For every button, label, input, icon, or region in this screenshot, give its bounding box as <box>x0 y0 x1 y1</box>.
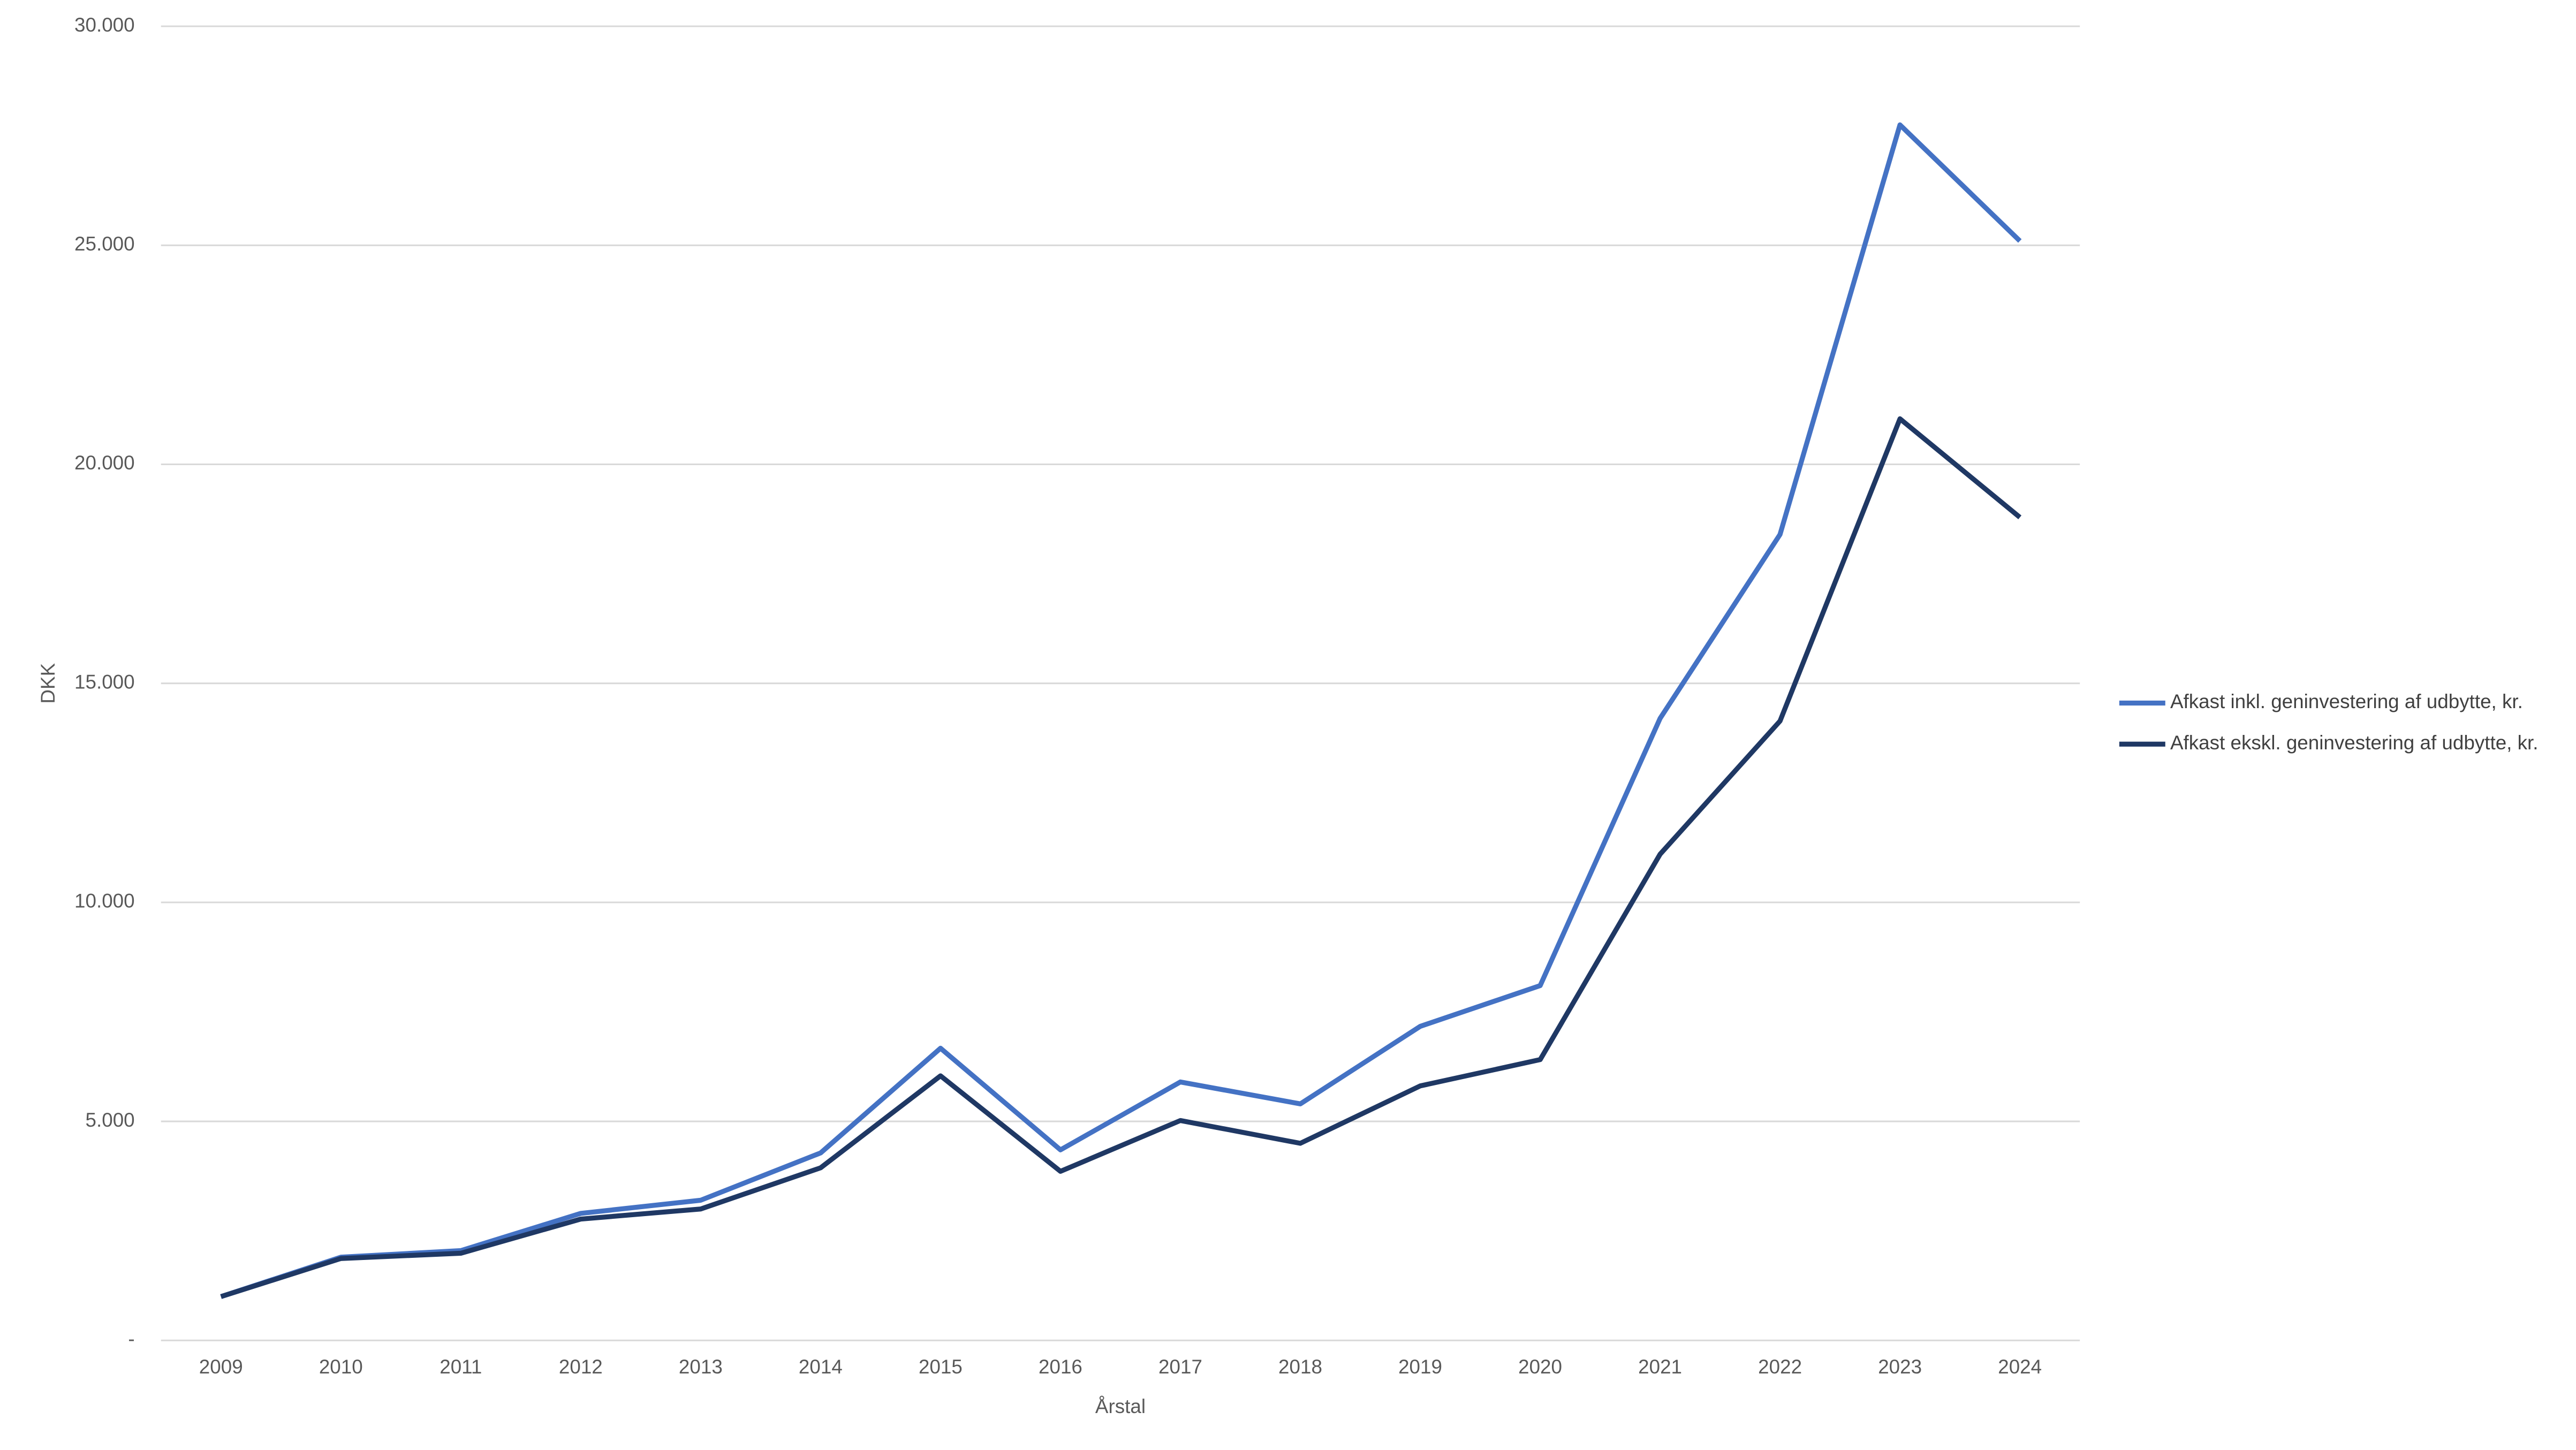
y-tick-label: 10.000 <box>74 890 135 912</box>
x-tick-label: 2016 <box>1039 1356 1082 1378</box>
x-tick-label: 2020 <box>1518 1356 1562 1378</box>
y-tick-label: - <box>128 1328 134 1350</box>
y-tick-label: 5.000 <box>86 1109 135 1131</box>
x-tick-label: 2023 <box>1878 1356 1922 1378</box>
y-tick-label: 25.000 <box>74 233 135 255</box>
x-tick-label: 2018 <box>1278 1356 1322 1378</box>
y-tick-label: 15.000 <box>74 671 135 693</box>
y-tick-label: 20.000 <box>74 452 135 474</box>
x-tick-label: 2013 <box>679 1356 723 1378</box>
x-tick-label: 2019 <box>1398 1356 1442 1378</box>
x-tick-label: 2011 <box>440 1356 482 1378</box>
y-axis-label: DKK <box>37 663 59 703</box>
legend-label: Afkast inkl. geninvestering af udbytte, … <box>2170 690 2523 712</box>
x-tick-label: 2015 <box>919 1356 963 1378</box>
series-line <box>220 416 2022 1299</box>
series-line <box>220 122 2022 1299</box>
legend-label: Afkast ekskl. geninvestering af udbytte,… <box>2170 732 2539 754</box>
x-tick-label: 2017 <box>1158 1356 1202 1378</box>
x-tick-label: 2021 <box>1638 1356 1682 1378</box>
x-tick-label: 2024 <box>1998 1356 2042 1378</box>
x-axis-label: Årstal <box>1095 1395 1146 1417</box>
x-tick-label: 2012 <box>559 1356 603 1378</box>
x-tick-label: 2010 <box>319 1356 363 1378</box>
y-tick-label: 30.000 <box>74 14 135 36</box>
x-tick-label: 2022 <box>1758 1356 1802 1378</box>
x-tick-label: 2014 <box>799 1356 843 1378</box>
x-tick-label: 2009 <box>199 1356 243 1378</box>
